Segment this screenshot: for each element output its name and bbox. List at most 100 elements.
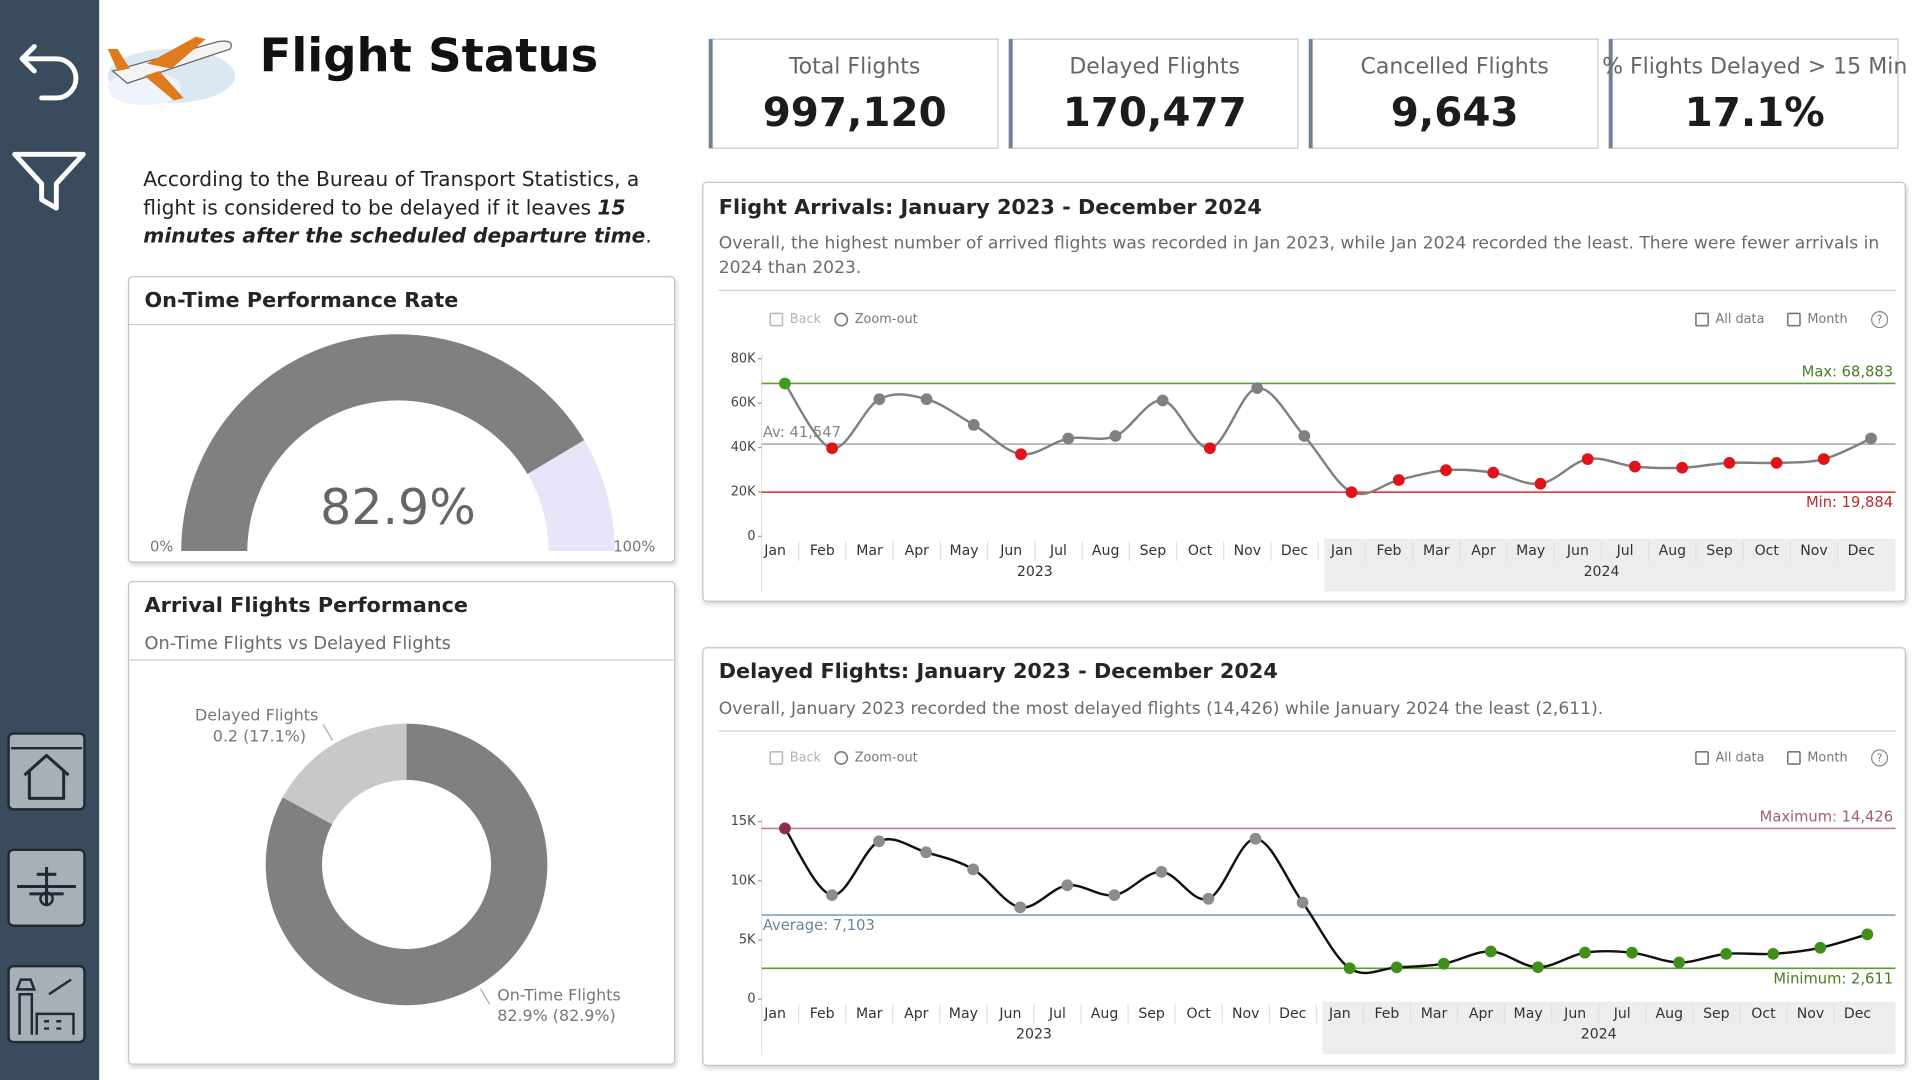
- x-tick-label: Jul: [1613, 1006, 1631, 1022]
- data-point: [1251, 382, 1264, 394]
- kpi-accent: [1008, 39, 1013, 149]
- toolbar-button[interactable]: Zoom-out: [855, 750, 918, 765]
- group-band: [1324, 538, 1896, 592]
- y-tick-label: 10K: [731, 873, 756, 888]
- x-tick-label: Mar: [856, 543, 883, 559]
- card-title: Arrival Flights Performance: [144, 593, 468, 617]
- data-point: [1487, 466, 1500, 479]
- toolbar-button[interactable]: Month: [1807, 750, 1847, 765]
- x-tick-label: Mar: [1421, 1006, 1448, 1022]
- note-emphasis: 15 minutes after the scheduled departure…: [143, 195, 646, 248]
- data-point: [1204, 442, 1216, 455]
- help-button[interactable]: ?: [1877, 313, 1883, 326]
- toolbar-button[interactable]: All data: [1716, 750, 1765, 765]
- kpi-value: 17.1%: [1685, 88, 1825, 136]
- filter-button[interactable]: [12, 151, 86, 211]
- subtitle-box: Overall, the highest number of arrived f…: [719, 234, 1879, 278]
- reference-label: Maximum: 14,426: [1760, 808, 1893, 825]
- kpi-accent: [1308, 39, 1313, 149]
- wing: [146, 36, 206, 69]
- data-point: [1249, 832, 1262, 845]
- data-point: [873, 393, 886, 406]
- gauge-track: [527, 440, 615, 552]
- data-point: [1534, 477, 1547, 490]
- data-point: [1626, 946, 1638, 959]
- x-tick-label: Feb: [1374, 1006, 1399, 1022]
- x-tick-label: Feb: [810, 1006, 835, 1022]
- data-point: [1298, 430, 1311, 442]
- reference-label: Minimum: 2,611: [1773, 970, 1893, 987]
- data-point: [1345, 486, 1358, 499]
- toolbar-button[interactable]: Back: [790, 312, 822, 327]
- toolbar-button[interactable]: Back: [790, 750, 822, 765]
- x-tick-label: May: [1516, 543, 1545, 559]
- toolbar-button[interactable]: Month: [1807, 312, 1847, 327]
- data-point: [779, 822, 791, 835]
- gauge-fill: [181, 334, 585, 552]
- leader-line: [479, 988, 491, 1005]
- back-button[interactable]: [19, 44, 79, 101]
- x-group-label: 2023: [1016, 1027, 1052, 1043]
- home-button[interactable]: [7, 732, 86, 811]
- data-point: [1723, 456, 1736, 469]
- toolbar-icon: [769, 312, 784, 327]
- kpi-label: Total Flights: [788, 54, 920, 79]
- gauge-tick-label: 0%: [150, 538, 173, 555]
- toolbar-icon: [834, 312, 849, 327]
- x-tick-label: Aug: [1091, 1006, 1119, 1022]
- x-tick-label: Jun: [1566, 543, 1589, 559]
- card-title: On-Time Performance Rate: [144, 288, 458, 312]
- data-point: [1861, 928, 1874, 941]
- help-button[interactable]: ?: [1877, 752, 1883, 765]
- x-tick-label: Jul: [1616, 543, 1634, 559]
- plane-illustration: [107, 36, 236, 106]
- x-tick-label: Mar: [856, 1006, 883, 1022]
- data-point: [779, 377, 791, 390]
- gauge-tick-label: 100%: [613, 538, 655, 555]
- toolbar-icon: [1786, 751, 1801, 765]
- x-tick-label: Apr: [1469, 1006, 1494, 1022]
- x-group-label: 2024: [1584, 564, 1620, 580]
- home-box: [7, 732, 86, 811]
- help-icon[interactable]: [1871, 749, 1889, 767]
- data-point: [967, 419, 980, 431]
- kpi-card: [1008, 38, 1299, 149]
- x-tick-label: Sep: [1703, 1006, 1730, 1022]
- x-tick-label: Feb: [810, 543, 835, 559]
- data-point: [1865, 432, 1877, 445]
- x-tick-label: Oct: [1755, 543, 1780, 559]
- x-tick-label: Jul: [1049, 543, 1067, 559]
- data-point: [967, 863, 980, 876]
- x-tick-label: May: [1514, 1006, 1543, 1022]
- data-point: [1676, 461, 1689, 474]
- toolbar-icon: [1786, 312, 1801, 327]
- kpi-value: 997,120: [763, 88, 947, 136]
- x-tick-label: Jul: [1048, 1006, 1066, 1022]
- delayed-chart: Back Zoom-out All data Month ? 0 5K 10K 15K Jan Fe…: [731, 749, 1896, 1056]
- x-tick-label: Apr: [905, 543, 930, 559]
- help-icon[interactable]: [1871, 311, 1889, 329]
- data-point: [920, 393, 933, 406]
- x-tick-label: Dec: [1848, 543, 1875, 559]
- plane-engine: [39, 891, 54, 907]
- data-point: [1437, 957, 1450, 970]
- page-title: Flight Status: [260, 28, 599, 82]
- y-tick-label: 0: [747, 992, 755, 1007]
- wing: [144, 71, 184, 101]
- y-tick-label: 20K: [731, 484, 756, 499]
- toolbar-button[interactable]: All data: [1716, 312, 1765, 327]
- delayed-card: [702, 647, 1906, 1066]
- reference-label: Av: 41,547: [763, 424, 841, 441]
- arrivals-chart: Back Zoom-out All data Month ? 0 20K 40K 60K 80K J…: [731, 311, 1896, 593]
- donut-segment: [282, 723, 407, 825]
- airport-button[interactable]: [7, 964, 86, 1044]
- toolbar-button[interactable]: Zoom-out: [855, 312, 918, 327]
- y-tick-label: 60K: [731, 396, 756, 411]
- note-text: According to the Bureau of Transport Sta…: [143, 167, 640, 220]
- toolbar-icon: [834, 751, 849, 765]
- flights-button[interactable]: [7, 848, 86, 927]
- data-point: [1817, 453, 1830, 465]
- group-band: [1322, 1001, 1896, 1055]
